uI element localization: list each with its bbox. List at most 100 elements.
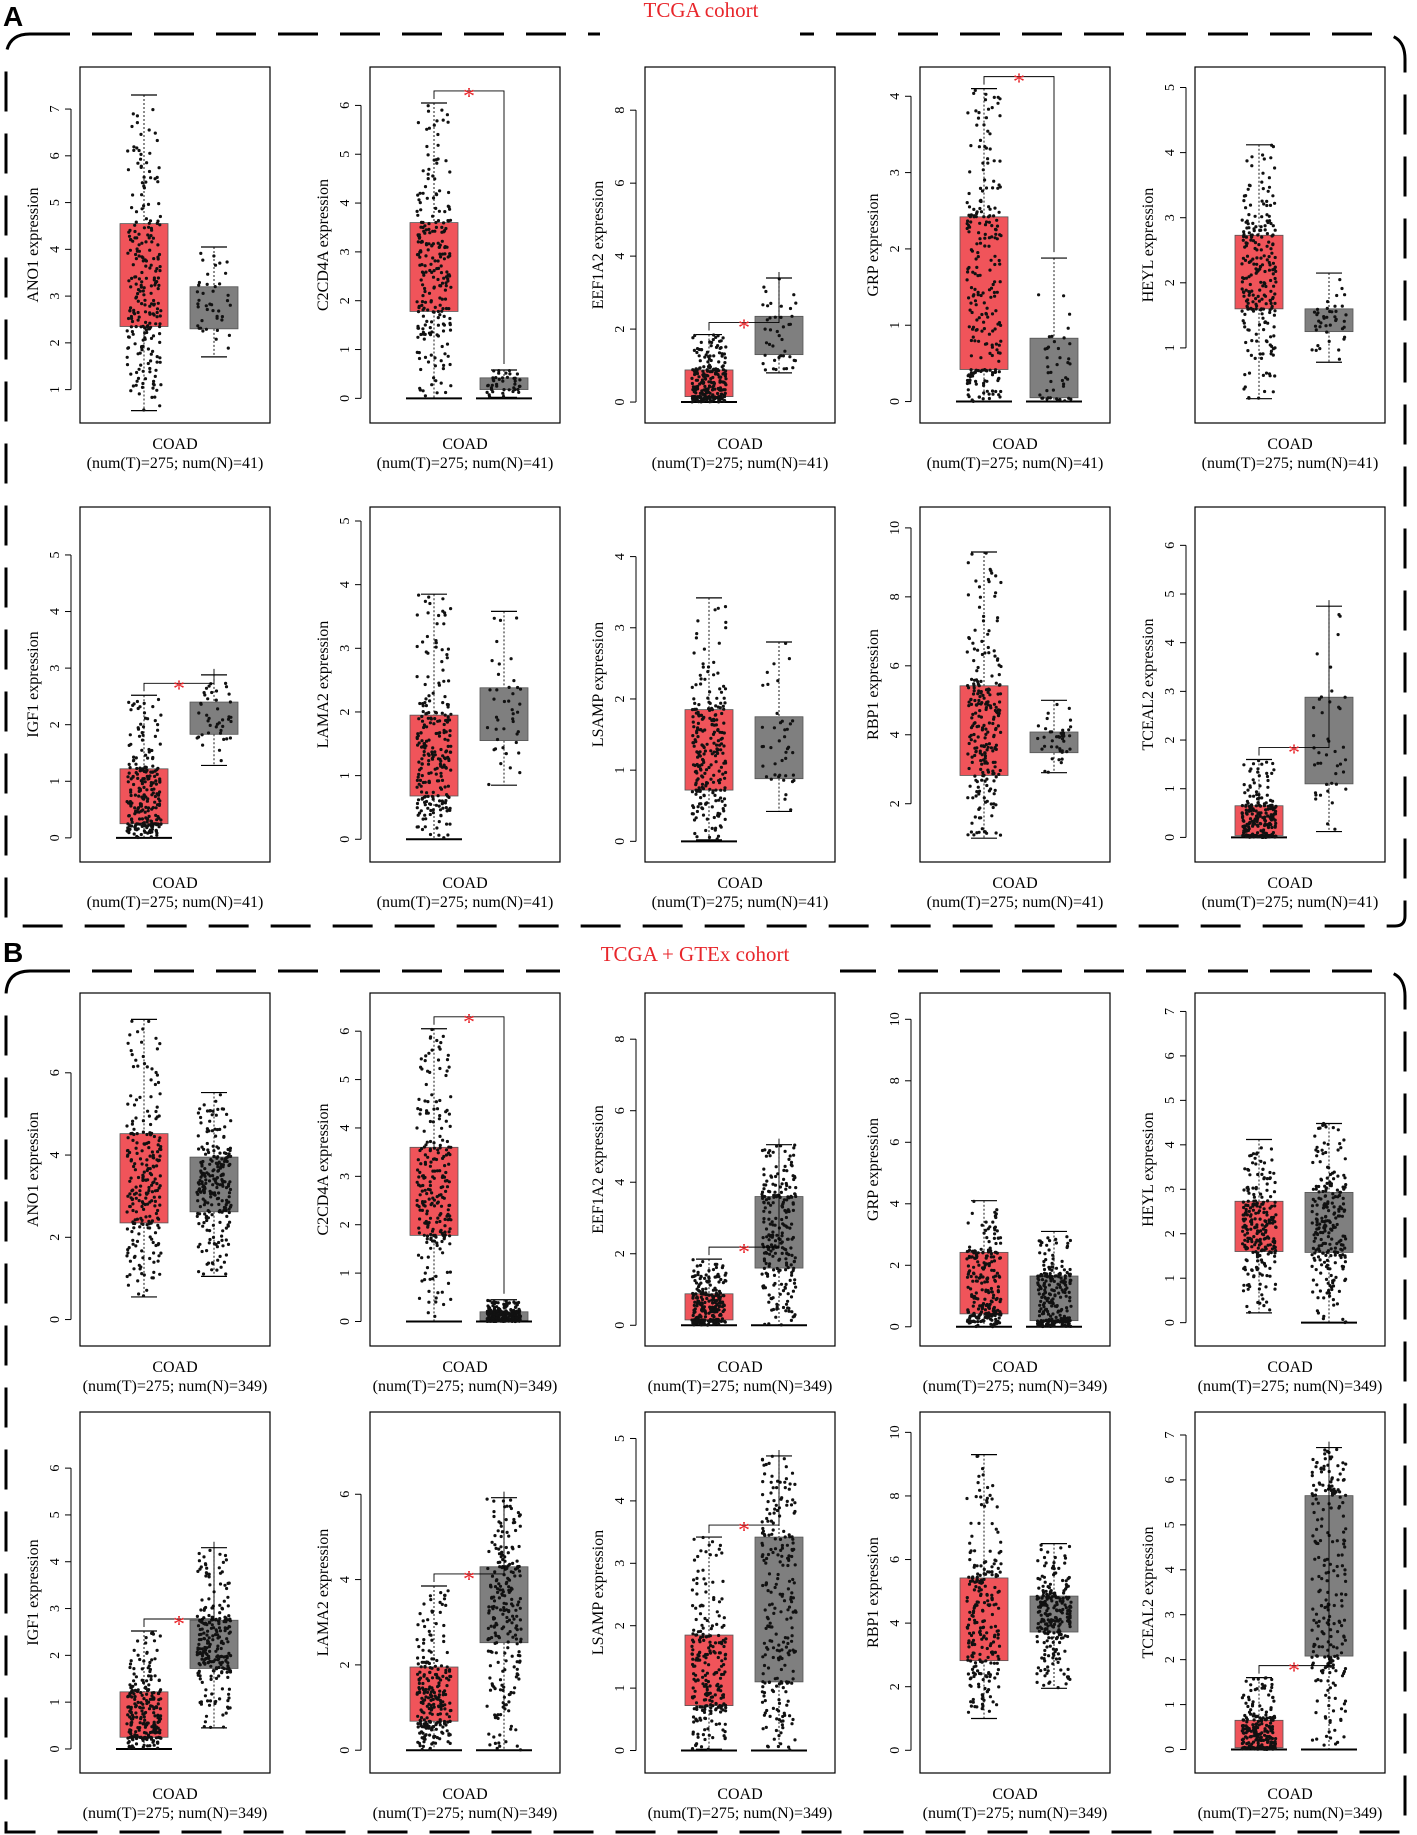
normal-point	[229, 1119, 233, 1123]
tumor-point	[445, 342, 450, 346]
tumor-point	[974, 1253, 979, 1257]
normal-point	[765, 318, 769, 322]
tumor-point	[422, 750, 426, 754]
normal-point	[208, 1162, 212, 1166]
tumor-point	[435, 1195, 439, 1199]
tumor-point	[151, 705, 155, 709]
tumor-point	[438, 189, 442, 193]
tumor-point	[992, 779, 996, 783]
normal-point	[205, 1218, 209, 1223]
normal-point	[1046, 711, 1050, 715]
tumor-point	[134, 383, 138, 387]
tumor-point	[702, 745, 706, 750]
normal-point	[775, 329, 779, 334]
tumor-point	[150, 1150, 154, 1154]
tumor-point	[1264, 808, 1268, 812]
normal-point	[1058, 747, 1062, 751]
tumor-point	[134, 809, 138, 813]
normal-point	[518, 771, 522, 775]
tumor-point	[127, 279, 131, 283]
tumor-point	[125, 363, 130, 367]
normal-point	[198, 1242, 202, 1246]
tumor-point	[1257, 299, 1261, 303]
normal-point	[200, 1164, 204, 1168]
normal-point	[205, 307, 209, 312]
tumor-point	[136, 292, 140, 296]
tumor-point	[436, 1058, 441, 1062]
normal-point	[1317, 697, 1321, 701]
tumor-point	[719, 788, 723, 792]
tumor-point	[979, 210, 984, 214]
tumor-point	[990, 1290, 994, 1294]
tumor-point	[977, 1263, 981, 1267]
normal-point	[1039, 1299, 1043, 1303]
significance-star: *	[1288, 741, 1300, 767]
tumor-point	[423, 1200, 427, 1204]
tumor-point	[1273, 825, 1277, 829]
tumor-point	[692, 818, 697, 822]
normal-point	[1333, 304, 1337, 308]
tumor-point	[435, 161, 439, 165]
tumor-point	[993, 788, 997, 793]
tumor-point	[985, 1312, 989, 1317]
tumor-point	[966, 796, 970, 800]
tumor-point	[137, 1263, 141, 1267]
normal-point	[783, 797, 787, 801]
tumor-point	[990, 235, 994, 239]
tumor-point	[1245, 304, 1249, 308]
tumor-point	[448, 734, 452, 738]
tumor-point	[145, 788, 149, 792]
y-tick-label: 0	[888, 1323, 903, 1330]
normal-point	[499, 762, 503, 766]
normal-point	[1333, 315, 1337, 319]
tumor-point	[146, 347, 150, 351]
tumor-point	[697, 1283, 701, 1287]
tumor-point	[130, 206, 134, 210]
tumor-point	[967, 1254, 972, 1259]
tumor-point	[438, 1114, 442, 1118]
normal-point	[224, 1253, 228, 1257]
tumor-point	[694, 636, 699, 640]
y-tick-label: 3	[48, 665, 63, 672]
tumor-point	[135, 834, 139, 839]
normal-point	[761, 1236, 765, 1240]
normal-point	[1050, 1261, 1054, 1265]
normal-point	[212, 1149, 216, 1153]
normal-point	[767, 1322, 771, 1326]
normal-point	[214, 689, 219, 693]
tumor-point	[969, 354, 974, 358]
tumor-point	[436, 334, 440, 338]
normal-point	[504, 1314, 508, 1319]
tumor-point	[698, 1263, 703, 1267]
normal-point	[789, 1263, 793, 1267]
tumor-point	[155, 138, 159, 143]
significance-star: *	[738, 316, 750, 342]
tumor-point	[981, 1302, 986, 1306]
normal-point	[228, 1187, 233, 1192]
normal-point	[203, 1167, 207, 1171]
normal-point	[199, 251, 203, 255]
tumor-point	[421, 1183, 425, 1188]
tumor-point	[997, 1274, 1001, 1278]
tumor-point	[712, 660, 716, 665]
tumor-point	[969, 726, 974, 730]
tumor-point	[158, 1272, 162, 1276]
tumor-point	[715, 743, 719, 747]
tumor-point	[965, 226, 969, 231]
tumor-point	[427, 779, 431, 783]
tumor-point	[694, 378, 699, 382]
normal-point	[762, 1209, 766, 1213]
normal-point	[760, 725, 765, 729]
tumor-point	[965, 381, 970, 386]
tumor-point	[998, 114, 1002, 118]
tumor-point	[1258, 288, 1262, 292]
tumor-point	[979, 369, 983, 373]
tumor-point	[977, 339, 981, 343]
tumor-point	[703, 376, 707, 380]
tumor-point	[140, 302, 144, 306]
tumor-point	[127, 771, 131, 775]
tumor-point	[987, 1264, 991, 1268]
tumor-point	[427, 1289, 431, 1293]
tumor-point	[148, 1226, 152, 1230]
normal-point	[493, 1301, 497, 1306]
